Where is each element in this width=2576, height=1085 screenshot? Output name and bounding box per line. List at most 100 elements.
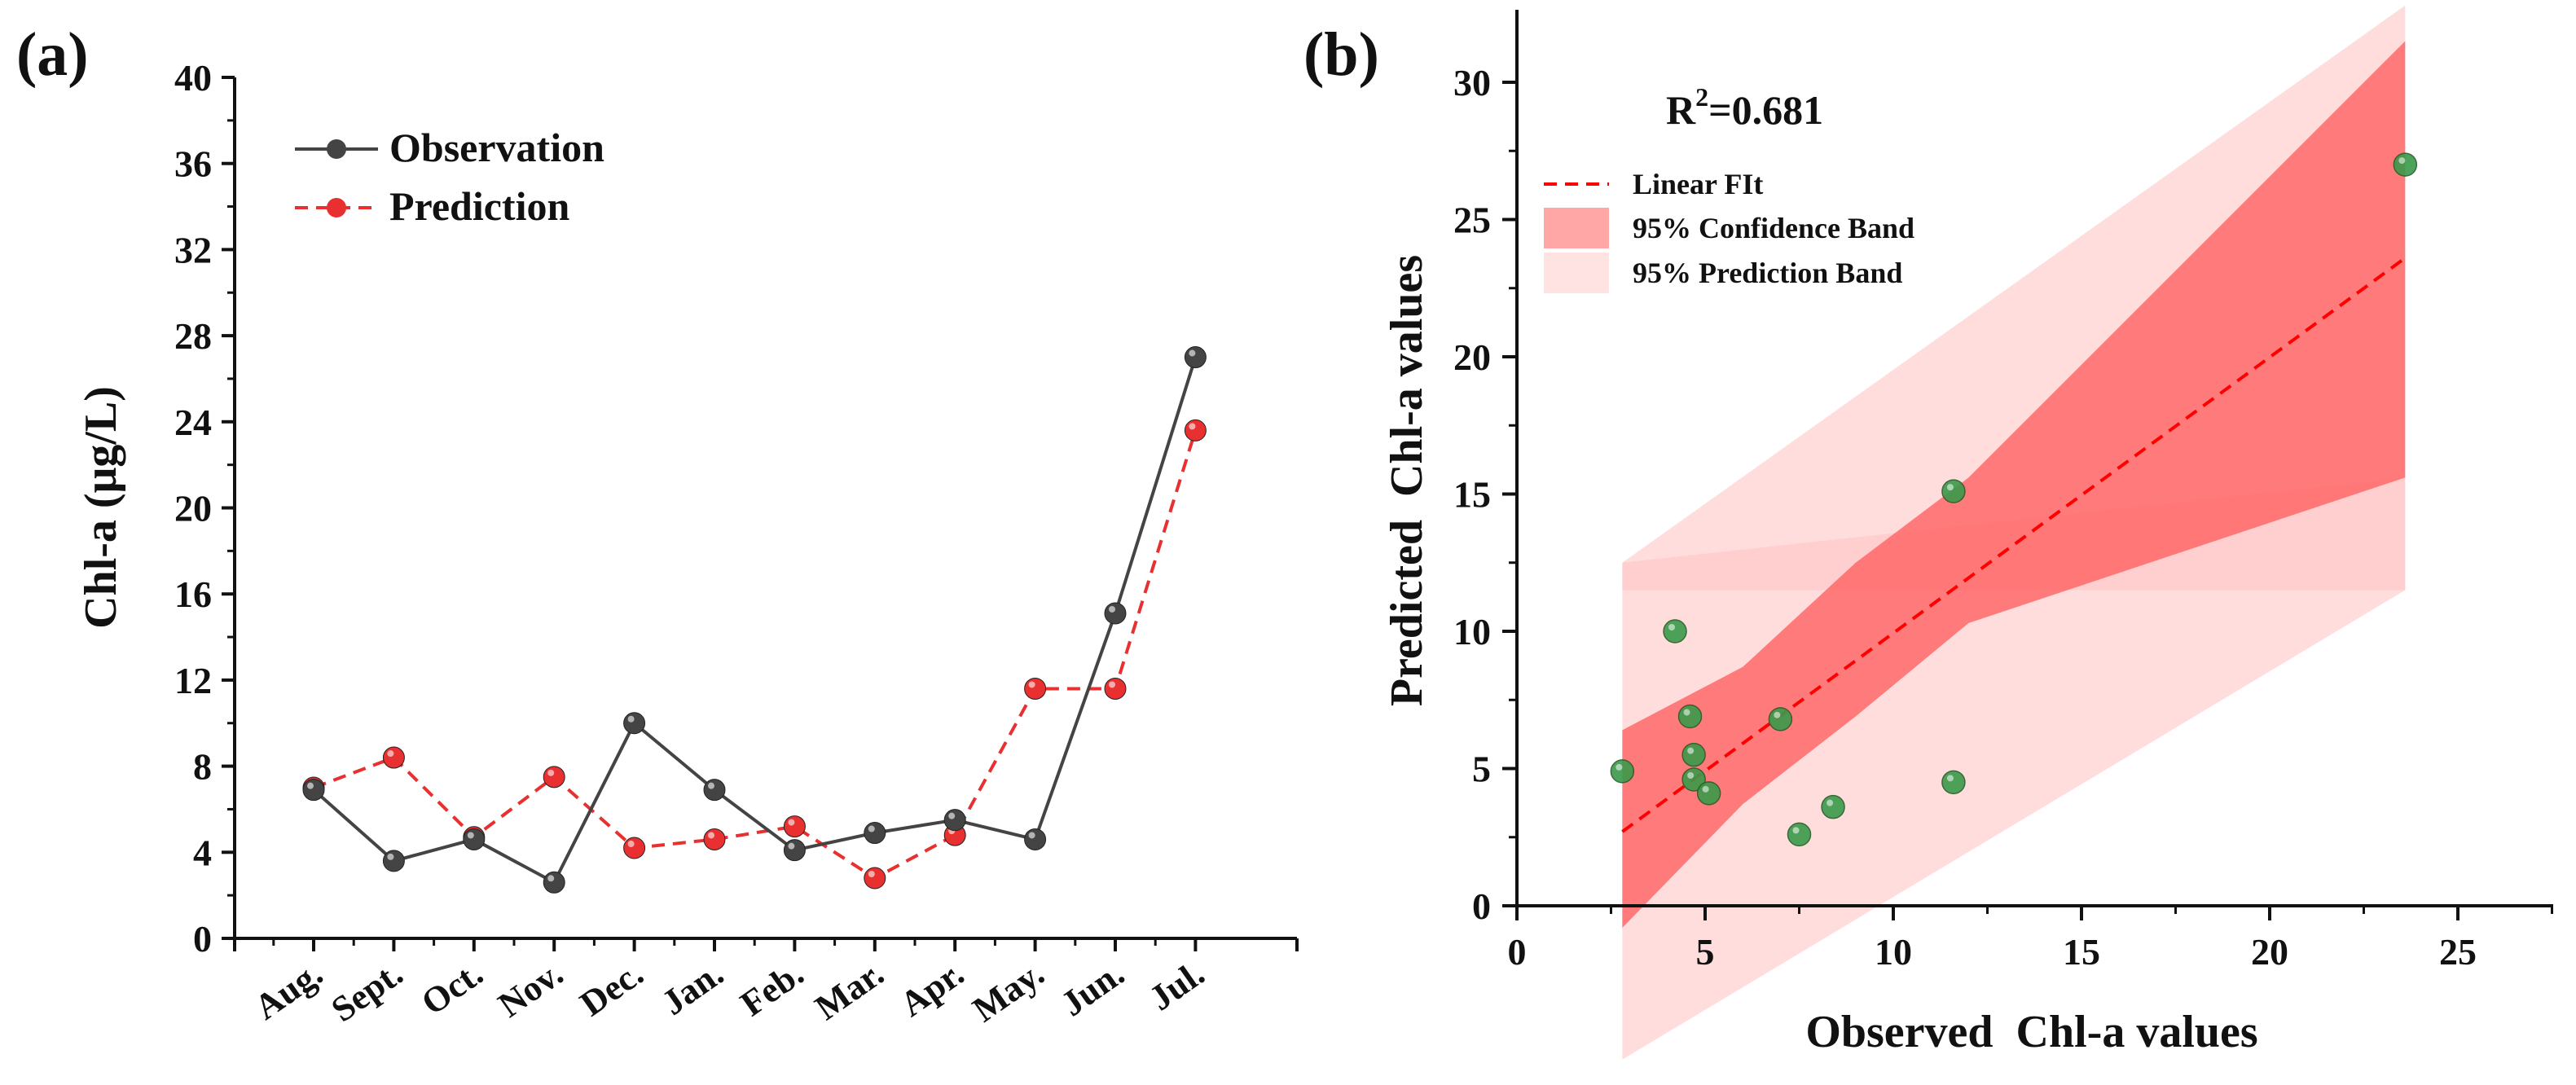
a-point-observation xyxy=(463,828,486,850)
b-point-highlight xyxy=(1683,709,1690,716)
a-point-prediction xyxy=(1024,677,1047,700)
a-point-highlight xyxy=(1189,423,1196,430)
a-x-tick-label: Aug. xyxy=(248,953,330,1027)
a-y-tick-label: 24 xyxy=(174,402,212,443)
a-y-axis-title: Chl-a (μg/L) xyxy=(76,386,126,629)
a-y-tick-label: 40 xyxy=(174,57,212,99)
panel-b-label: (b) xyxy=(1303,20,1379,89)
a-y-tick-label: 12 xyxy=(174,660,212,701)
b-point-highlight xyxy=(1702,785,1709,793)
a-point-highlight xyxy=(1109,681,1115,688)
b-r2-suffix: =0.681 xyxy=(1708,87,1823,133)
b-point-highlight xyxy=(1615,763,1623,771)
a-point-highlight xyxy=(627,715,635,723)
a-point-observation xyxy=(943,809,966,832)
b-point-highlight xyxy=(1946,484,1954,491)
a-y-tick-label: 20 xyxy=(174,488,212,529)
a-point-observation xyxy=(623,712,646,735)
a-x-tick-label: Mar. xyxy=(808,953,891,1028)
b-point-highlight xyxy=(1792,827,1800,834)
panel-a-label: (a) xyxy=(16,20,89,89)
a-point-prediction xyxy=(623,837,646,859)
b-data-point xyxy=(1787,822,1812,847)
b-legend-fit-label: Linear FIt xyxy=(1633,168,1763,200)
b-data-point xyxy=(2393,152,2418,177)
b-legend-confidence-swatch xyxy=(1544,208,1609,248)
b-legend-prediction-label: 95% Prediction Band xyxy=(1633,257,1902,289)
a-x-tick-label: Oct. xyxy=(414,953,490,1023)
b-x-tick-label: 20 xyxy=(2251,931,2288,973)
b-data-point xyxy=(1610,759,1635,784)
b-y-tick-label: 30 xyxy=(1453,62,1491,103)
a-y-tick-label: 4 xyxy=(193,832,212,873)
b-r2-sup: 2 xyxy=(1695,82,1708,112)
b-data-point xyxy=(1696,781,1721,806)
b-y-tick-label: 0 xyxy=(1472,885,1491,927)
a-point-prediction xyxy=(864,867,886,890)
b-legend-prediction-swatch xyxy=(1544,253,1609,293)
a-point-observation xyxy=(1104,602,1127,625)
a-series-line-prediction xyxy=(313,429,1198,881)
b-point-highlight xyxy=(1668,624,1676,630)
a-point-highlight xyxy=(547,875,555,882)
a-legend: Observation Prediction xyxy=(295,125,604,229)
b-data-point xyxy=(1821,794,1845,819)
b-y-tick-label: 15 xyxy=(1453,474,1491,516)
a-point-observation xyxy=(543,871,565,894)
a-point-highlight xyxy=(788,842,795,850)
a-point-prediction xyxy=(703,828,726,850)
b-data-point xyxy=(1677,704,1703,729)
a-legend-observation-marker xyxy=(327,139,346,159)
a-x-tick-label: Sept. xyxy=(324,953,410,1030)
a-series-line-observation xyxy=(312,356,1198,885)
a-point-highlight xyxy=(948,812,956,819)
b-confidence-band xyxy=(1622,41,2406,928)
a-x-tick-label: Apr. xyxy=(893,953,971,1025)
a-y-tick-label: 28 xyxy=(174,315,212,357)
a-legend-observation-label: Observation xyxy=(389,125,604,170)
b-data-point xyxy=(1681,742,1706,767)
a-point-prediction xyxy=(783,815,806,838)
a-point-highlight xyxy=(307,782,314,789)
a-point-observation xyxy=(1184,346,1207,369)
b-legend: Linear FIt 95% Confidence Band 95% Predi… xyxy=(1544,168,1914,293)
b-y-tick-label: 20 xyxy=(1453,336,1491,378)
a-point-highlight xyxy=(1028,832,1035,839)
a-point-highlight xyxy=(1109,605,1115,613)
a-point-highlight xyxy=(868,871,875,878)
b-point-highlight xyxy=(1687,771,1695,779)
b-y-axis-title: Predicted Chl-a values xyxy=(1382,255,1432,706)
a-point-prediction xyxy=(1184,419,1207,441)
b-point-highlight xyxy=(1687,747,1695,754)
a-legend-prediction-label: Prediction xyxy=(389,183,569,229)
a-point-highlight xyxy=(387,750,394,758)
a-point-highlight xyxy=(708,782,714,789)
b-y-tick-label: 5 xyxy=(1472,749,1491,790)
b-y-tick-label: 25 xyxy=(1453,200,1491,241)
a-y-tick-label: 0 xyxy=(193,918,212,960)
b-point-highlight xyxy=(2398,157,2406,165)
a-x-tick-label: Feb. xyxy=(733,953,811,1024)
a-x-tick-label: Jul. xyxy=(1142,953,1211,1018)
b-x-axis-title: Observed Chl-a values xyxy=(1805,1007,2257,1057)
b-linear-fit-line xyxy=(1621,257,2407,833)
panel-a-line-chart: (a) 0 4 8 12 16 20 24 28 32 36 40 Aug.Sept. Oct. Nov.… xyxy=(16,20,1299,1030)
b-x-tick-label: 5 xyxy=(1696,931,1715,973)
a-point-highlight xyxy=(868,825,875,832)
b-r2-annotation: R2=0.681 xyxy=(1666,82,1823,133)
a-point-highlight xyxy=(547,769,555,776)
b-point-highlight xyxy=(1946,775,1954,782)
a-point-prediction xyxy=(382,746,405,769)
b-point-highlight xyxy=(1774,711,1781,718)
b-data-point xyxy=(1941,770,1966,795)
a-point-observation xyxy=(382,850,405,872)
b-x-tick-label: 0 xyxy=(1508,931,1527,973)
a-point-highlight xyxy=(1189,349,1196,357)
a-point-observation xyxy=(703,779,726,802)
b-x-tick-label: 25 xyxy=(2439,931,2477,973)
b-point-highlight xyxy=(1826,799,1834,806)
b-data-point xyxy=(1768,707,1793,731)
a-point-observation xyxy=(302,779,325,802)
panel-b-scatter-chart: (b) 0 5 10 15 20 25 0 5 10 15 20 25 30 Predicted Chl… xyxy=(1303,5,2553,1060)
